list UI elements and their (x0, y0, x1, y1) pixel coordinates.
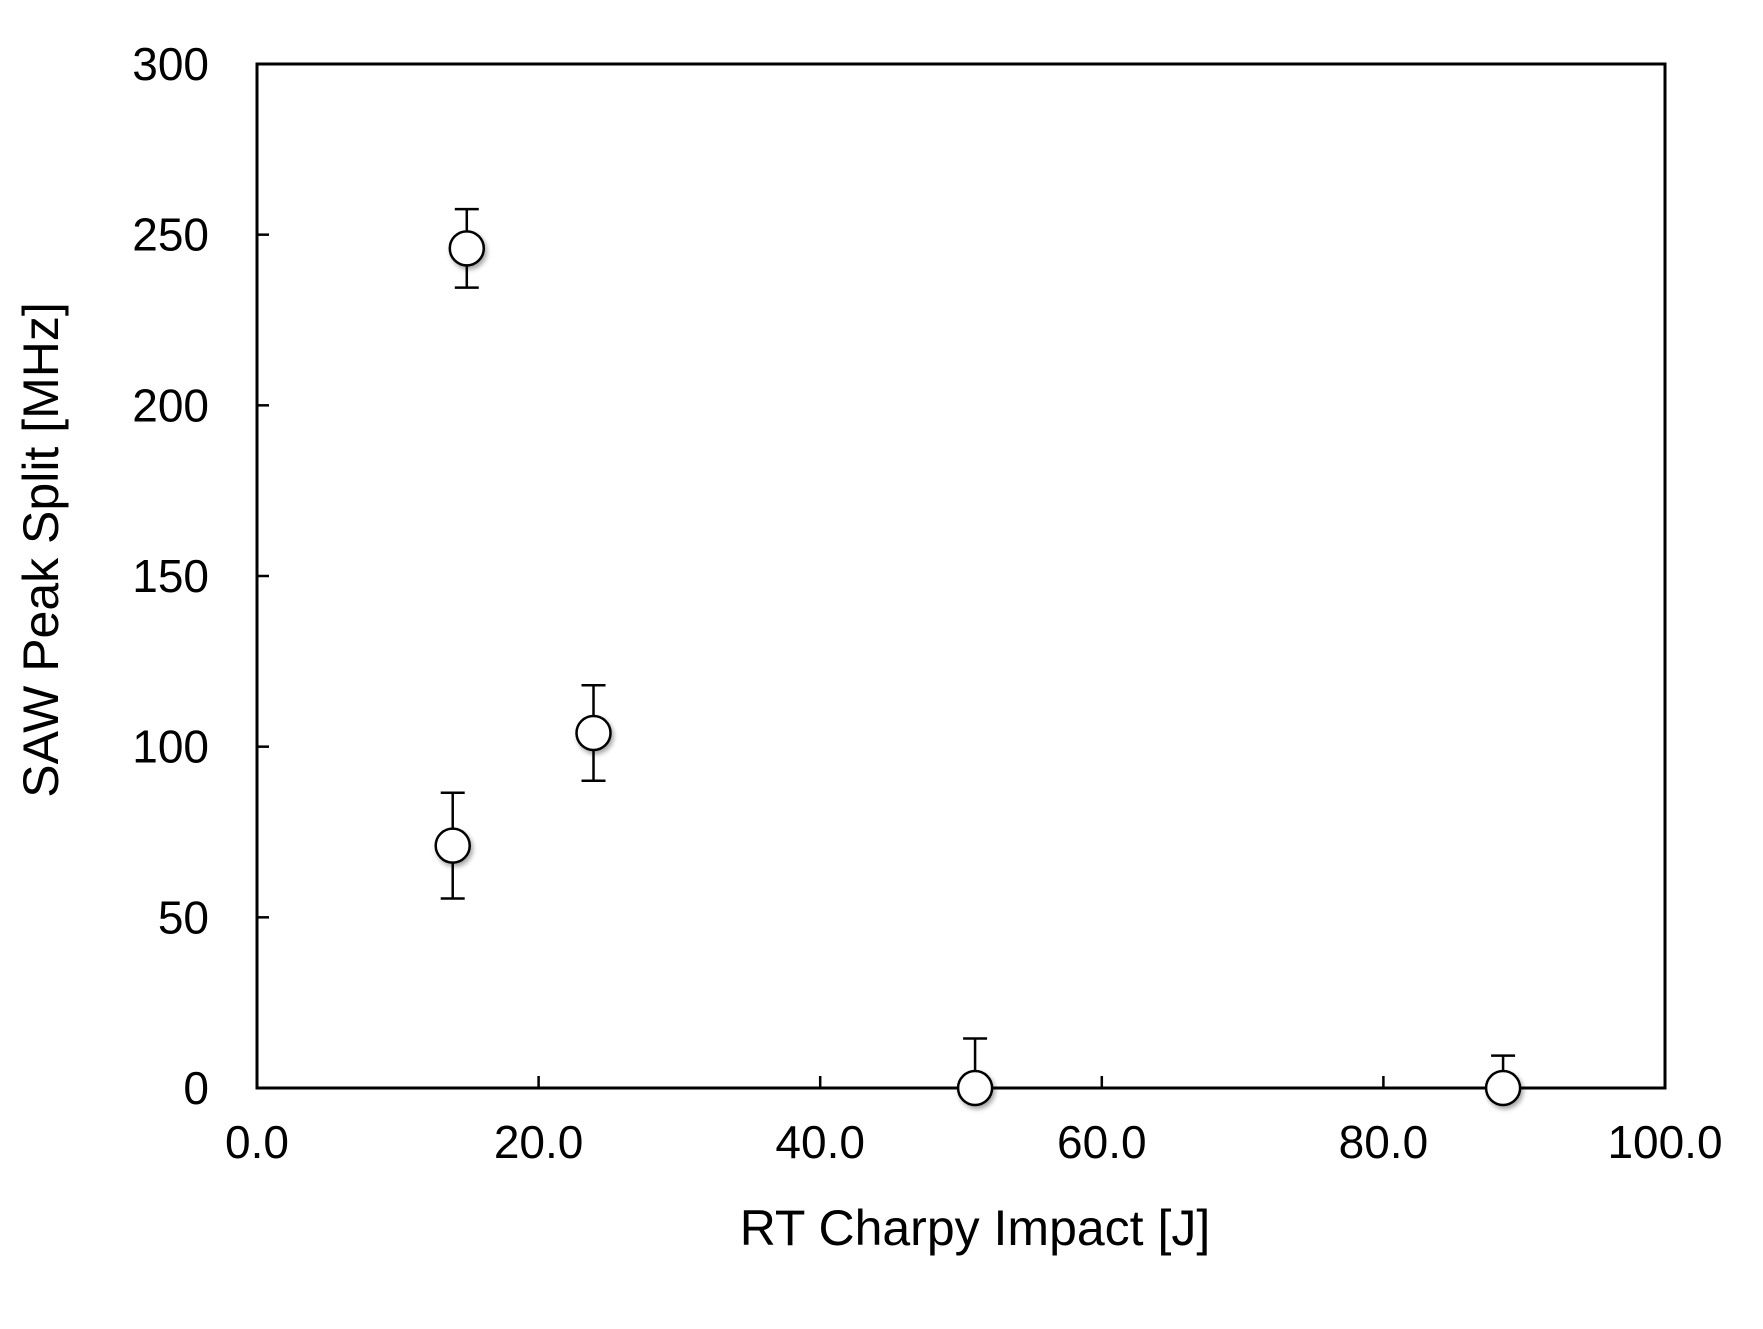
data-point (956, 1069, 994, 1107)
x-tick-label: 0.0 (225, 1116, 289, 1168)
y-axis-ticks: 0 50 100 150 200 250 300 (132, 38, 269, 1114)
data-point (434, 827, 471, 864)
y-axis-title: SAW Peak Split [MHz] (13, 302, 69, 797)
x-tick-label: 40.0 (775, 1116, 865, 1168)
x-axis-title: RT Charpy Impact [J] (740, 1200, 1211, 1256)
x-tick-label: 60.0 (1057, 1116, 1147, 1168)
x-tick-label: 100.0 (1607, 1116, 1722, 1168)
y-tick-label: 200 (132, 379, 209, 431)
data-points (434, 230, 1522, 1107)
y-tick-label: 150 (132, 550, 209, 602)
plot-frame (255, 62, 1667, 1090)
y-tick-label: 100 (132, 721, 209, 773)
data-point (448, 230, 486, 267)
y-tick-label: 250 (132, 209, 209, 261)
y-tick-label: 0 (183, 1062, 209, 1114)
x-axis-ticks: 0.0 20.0 40.0 60.0 80.0 100.0 (225, 1076, 1723, 1168)
y-tick-label: 300 (132, 38, 209, 90)
data-point (1484, 1069, 1522, 1107)
error-bars (440, 207, 1516, 1088)
y-tick-label: 50 (158, 891, 209, 943)
data-point (575, 714, 612, 752)
x-tick-label: 80.0 (1339, 1116, 1429, 1168)
plot-area-group (255, 62, 1667, 1090)
x-tick-label: 20.0 (494, 1116, 584, 1168)
